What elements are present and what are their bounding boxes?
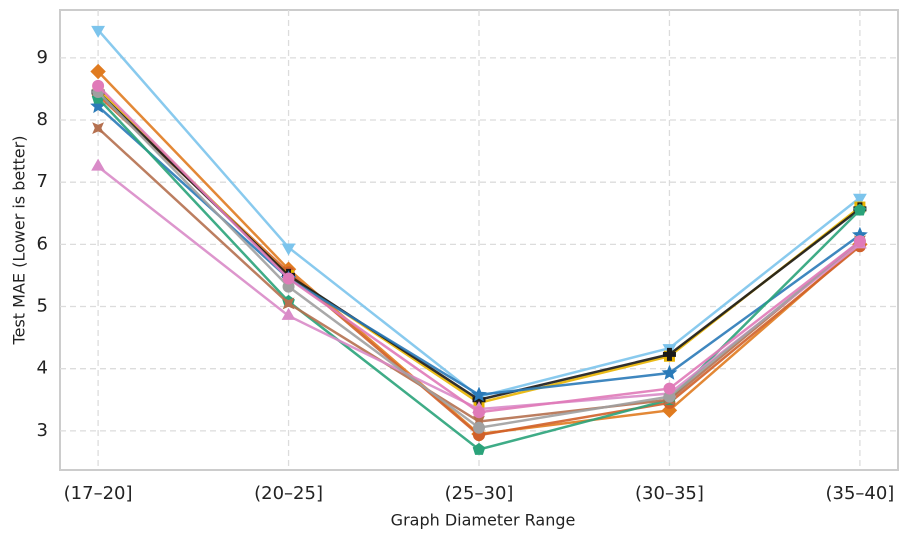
marker [662,347,676,361]
marker [91,158,106,171]
y-tick-label: 8 [37,109,48,130]
marker [853,235,866,248]
marker [663,382,676,395]
marker [282,297,295,310]
marker [473,421,485,434]
y-tick-label: 3 [37,420,48,441]
marker [853,203,867,216]
marker [281,307,296,320]
y-tick-label: 9 [37,47,48,68]
marker [92,122,105,135]
y-axis-label: Test MAE (Lower is better) [10,136,29,346]
marker [661,364,678,380]
x-tick-label: (30–35] [635,483,704,504]
marker [471,386,487,402]
marker [472,442,486,455]
marker [852,193,867,206]
x-tick-label: (17–20] [64,483,133,504]
x-tick-label: (25–30] [445,483,514,504]
marker [90,63,106,80]
x-axis-label: Graph Diameter Range [391,511,576,530]
marker [92,79,105,92]
x-tick-label: (20–25] [254,483,323,504]
y-tick-label: 7 [37,171,48,192]
y-tick-label: 6 [37,233,48,254]
marker [281,243,296,256]
marker [473,406,485,419]
marker [91,25,106,38]
marker [282,272,295,285]
y-tick-label: 4 [37,358,48,379]
x-tick-label: (35–40] [825,483,894,504]
y-tick-label: 5 [37,296,48,317]
